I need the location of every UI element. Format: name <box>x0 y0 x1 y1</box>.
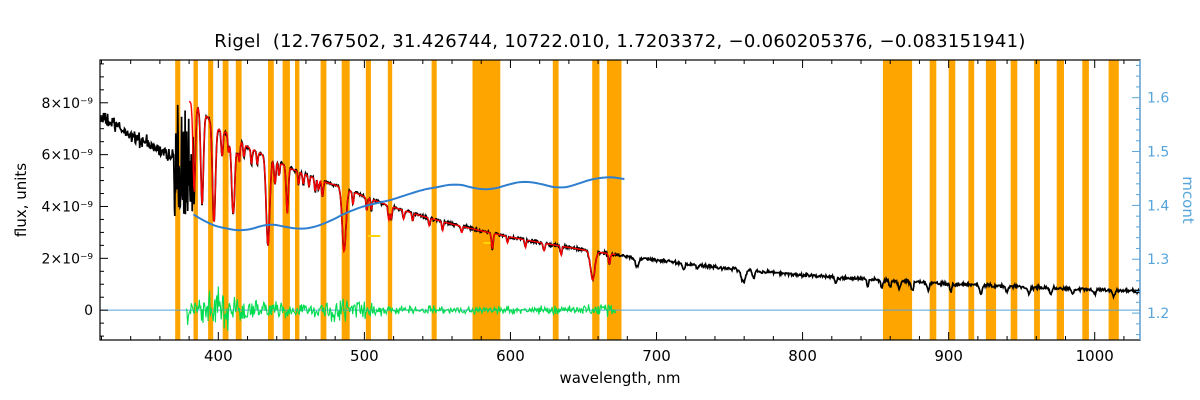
svg-text:600: 600 <box>496 347 525 365</box>
x-axis-label: wavelength, nm <box>559 369 681 387</box>
residual-curve <box>185 286 617 331</box>
plot-title: Rigel (12.767502, 31.426744, 10722.010, … <box>214 31 1026 52</box>
axes: 400 500 600 700 800 900 1000 0 2×10⁻⁹ 4×10⁻⁹ 6×10⁻… <box>42 59 1169 365</box>
svg-text:1.5: 1.5 <box>1147 145 1169 161</box>
svg-text:900: 900 <box>934 347 963 365</box>
svg-text:1.6: 1.6 <box>1147 91 1169 107</box>
svg-text:2×10⁻⁹: 2×10⁻⁹ <box>42 251 94 267</box>
mcont-curve <box>192 176 625 232</box>
svg-text:6×10⁻⁹: 6×10⁻⁹ <box>42 148 94 164</box>
svg-text:1000: 1000 <box>1076 347 1114 365</box>
svg-text:400: 400 <box>204 347 233 365</box>
svg-text:0: 0 <box>84 303 93 319</box>
svg-text:8×10⁻⁹: 8×10⁻⁹ <box>42 96 94 112</box>
series <box>100 100 1140 331</box>
svg-text:500: 500 <box>350 347 379 365</box>
svg-text:4×10⁻⁹: 4×10⁻⁹ <box>42 199 94 215</box>
svg-text:1.4: 1.4 <box>1147 198 1169 214</box>
svg-text:700: 700 <box>642 347 671 365</box>
model-spectrum <box>188 100 616 282</box>
masked-regions <box>175 60 1119 340</box>
y-axis-label-mcont: mcont <box>1179 176 1197 224</box>
svg-text:1.2: 1.2 <box>1147 306 1169 322</box>
svg-text:800: 800 <box>788 347 817 365</box>
y-axis-label-flux: flux, units <box>12 162 30 238</box>
svg-text:1.3: 1.3 <box>1147 252 1169 268</box>
